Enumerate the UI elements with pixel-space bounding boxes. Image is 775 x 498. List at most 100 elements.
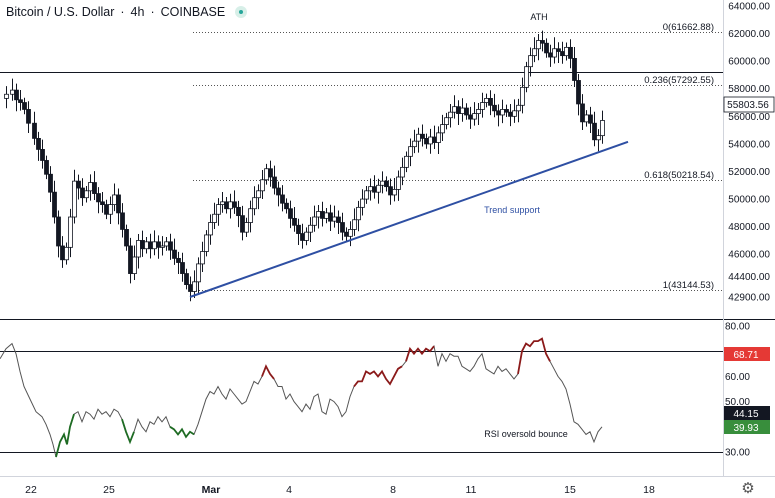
candle-body <box>592 122 597 141</box>
price-axis-label: 46000.00 <box>728 250 770 261</box>
ath-label: ATH <box>530 12 547 22</box>
fib-label-1: 1(43144.53) <box>663 280 714 291</box>
candle-body <box>496 110 501 116</box>
candle-body <box>160 245 165 248</box>
candle-body <box>532 48 537 57</box>
candle-body <box>72 180 77 218</box>
trend-support-line[interactable] <box>189 140 629 298</box>
candle-body <box>48 173 53 193</box>
price-axis-label: 50000.00 <box>728 195 770 206</box>
candle-body <box>296 224 301 234</box>
time-axis-label: 8 <box>390 484 396 496</box>
candle-body <box>500 109 505 116</box>
chart-header: Bitcoin / U.S. Dollar · 4h · COINBASE <box>6 3 248 21</box>
rsi-series[interactable] <box>0 337 603 458</box>
candle-body <box>124 229 129 247</box>
price-axis-label: 52000.00 <box>728 167 770 178</box>
rsi-tag-green <box>724 420 770 434</box>
candle-body <box>252 197 257 210</box>
candle-body <box>356 206 361 221</box>
candle-body <box>564 46 569 57</box>
rsi-axis-label: 30.00 <box>725 448 750 459</box>
candle-body <box>14 89 19 101</box>
candle-body <box>428 136 433 145</box>
interval-label[interactable]: 4h <box>130 5 145 19</box>
candle-body <box>468 114 473 120</box>
price-axis-label: 42900.00 <box>728 293 770 304</box>
candlestick-series[interactable] <box>4 30 605 302</box>
candle-body <box>584 114 589 123</box>
candle-body <box>172 249 177 259</box>
candle-body <box>540 40 545 44</box>
candle-body <box>52 191 57 218</box>
candle-body <box>364 190 369 200</box>
candle-body <box>120 212 125 230</box>
rsi-tag-black <box>724 406 770 420</box>
current-price-label: 55803.56 <box>727 100 769 111</box>
candle-body <box>244 222 249 233</box>
header-separator: · <box>120 5 125 19</box>
candle-body <box>96 193 101 203</box>
live-status-dot-icon <box>235 6 248 18</box>
candle-body <box>332 216 337 222</box>
candle-body <box>36 137 41 150</box>
time-axis-label: 18 <box>643 484 655 496</box>
rsi-tag-red <box>724 347 770 361</box>
candle-body <box>156 241 161 248</box>
candle-body <box>424 137 429 145</box>
candle-body <box>168 241 173 251</box>
gear-icon[interactable]: ⚙ <box>741 480 755 497</box>
candle-body <box>512 110 517 117</box>
candle-body <box>308 224 313 233</box>
candle-body <box>536 40 541 50</box>
candle-body <box>92 182 97 194</box>
candle-body <box>192 281 197 292</box>
candle-body <box>548 52 553 58</box>
candle-body <box>360 198 365 208</box>
candle-body <box>26 109 31 124</box>
candle-body <box>260 179 265 192</box>
candle-body <box>76 180 81 189</box>
candle-body <box>232 201 237 208</box>
candle-body <box>276 187 281 196</box>
candle-body <box>396 176 401 190</box>
candle-body <box>152 241 157 250</box>
candle-body <box>280 194 285 204</box>
rsi-overbought-segment <box>517 337 551 375</box>
candle-body <box>108 204 113 215</box>
candle-body <box>380 180 385 186</box>
candle-body <box>432 136 437 143</box>
fibonacci-levels[interactable] <box>193 32 723 291</box>
candle-body <box>216 204 221 215</box>
candle-body <box>556 48 561 52</box>
candle-body <box>376 184 381 193</box>
candle-body <box>248 208 253 223</box>
candle-body <box>304 231 309 241</box>
rsi-tag-black-label: 44.15 <box>733 409 758 420</box>
candle-body <box>492 104 497 112</box>
price-axis[interactable]: 64000.00 62000.00 60000.00 58000.00 56000.00… <box>728 2 770 304</box>
candle-body <box>344 231 349 237</box>
candle-body <box>328 212 333 222</box>
candle-body <box>404 155 409 168</box>
candle-body <box>480 102 485 110</box>
symbol-name[interactable]: Bitcoin / U.S. Dollar <box>6 5 115 19</box>
time-axis-label: Mar <box>202 484 221 496</box>
fib-label-0618: 0.618(50218.54) <box>644 170 714 181</box>
time-axis[interactable]: 22 25 Mar 4 8 11 15 18 <box>25 484 655 496</box>
price-axis-label: 44400.00 <box>728 272 770 283</box>
rsi-tag-green-label: 39.93 <box>733 423 758 434</box>
candle-body <box>10 89 15 95</box>
candle-body <box>416 133 421 142</box>
candle-body <box>100 201 105 205</box>
candle-body <box>372 186 377 193</box>
rsi-oversold-segment <box>169 426 195 439</box>
candle-body <box>452 106 457 113</box>
candle-body <box>212 213 217 223</box>
candle-body <box>580 103 585 123</box>
candle-body <box>388 186 393 196</box>
candle-body <box>464 107 469 116</box>
exchange-label: COINBASE <box>160 5 226 19</box>
